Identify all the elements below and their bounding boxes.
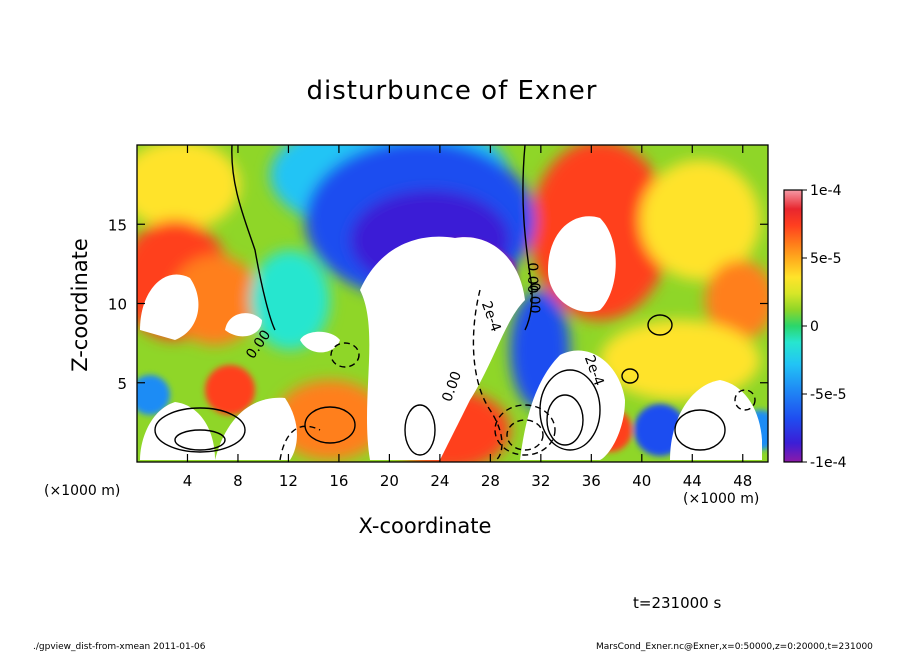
y-axis-ticks: 5 10 15 [108,216,768,393]
colorbar [783,189,803,463]
y-tick-label: 15 [108,216,127,234]
x-unit-label-right: (×1000 m) [683,491,760,507]
contour-label: 0.00 [524,262,540,293]
x-axis-title: X-coordinate [358,514,492,538]
colorbar-tick-label: 0 [810,319,819,335]
time-label: t=231000 s [633,594,722,612]
y-tick-label: 5 [117,375,127,393]
x-unit-label-left: (×1000 m) [44,483,121,499]
contour-label: 0.00 [526,282,542,313]
x-tick-label: 4 [183,472,193,490]
y-tick-label: 10 [108,296,127,314]
colorbar-tick-label: 1e-4 [810,183,842,199]
x-tick-label: 16 [329,472,348,490]
colorbar-tick-label: 5e-5 [810,251,841,267]
footer-left: ./gpview_dist-from-xmean 2011-01-06 [33,642,206,652]
x-tick-label: 36 [582,472,601,490]
x-tick-label: 48 [733,472,752,490]
x-tick-label: 28 [481,472,500,490]
x-tick-label: 40 [632,472,651,490]
x-tick-label: 20 [380,472,399,490]
footer-right: MarsCond_Exner.nc@Exner,x=0:50000,z=0:20… [596,642,873,652]
contour-fill-field [137,145,768,462]
x-tick-label: 12 [279,472,298,490]
x-tick-label: 32 [531,472,550,490]
x-axis-ticks: 4 8 12 16 20 24 28 32 36 40 44 48 [183,145,752,490]
colorbar-tick-label: -1e-4 [810,455,847,471]
colorbar-tick-label: -5e-5 [810,387,847,403]
chart-title: disturbunce of Exner [306,76,598,106]
x-tick-label: 8 [233,472,243,490]
y-axis-title: Z-coordinate [68,238,92,372]
x-tick-label: 24 [430,472,449,490]
x-tick-label: 44 [683,472,702,490]
colorbar-ticks: 1e-4 5e-5 0 -5e-5 -1e-4 [802,183,847,471]
